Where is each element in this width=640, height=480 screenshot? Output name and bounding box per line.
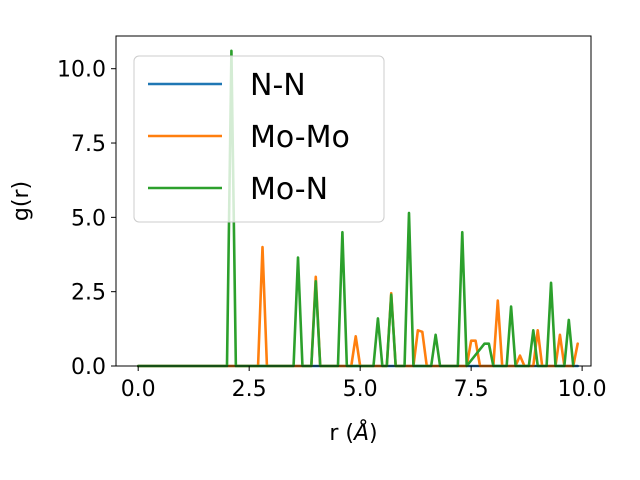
axes-frame [115,35,592,367]
y-tick-label: 5.0 [71,206,106,231]
x-tick-label: 0.0 [121,377,156,402]
y-tick-label: 0.0 [71,355,106,380]
y-axis-label: g(r) [9,181,34,221]
x-tick-label: 10.0 [558,377,607,402]
plot-area [115,35,592,368]
y-tick-label: 2.5 [71,281,106,306]
x-axis-label-unit: Å [352,419,369,446]
x-axis-label: r (Å) [329,419,377,446]
x-tick-label: 5.0 [343,377,378,402]
legend-label-mo-mo: Mo-Mo [250,120,350,155]
legend-box [133,55,385,223]
y-tick-label: 7.5 [71,132,106,157]
x-axis-label-text: r ( [329,421,354,446]
legend: N-N Mo-Mo Mo-N [133,55,385,223]
y-tick-label: 10.0 [57,58,106,83]
x-axis-ticks: 0.0 2.5 5.0 7.5 10.0 [121,366,607,402]
legend-label-mo-n: Mo-N [250,172,328,207]
x-axis-label-close: ) [369,421,378,446]
x-tick-label: 7.5 [454,377,489,402]
x-tick-label: 2.5 [232,377,267,402]
y-axis-ticks: 0.0 2.5 5.0 7.5 10.0 [57,58,116,380]
legend-label-n-n: N-N [250,68,306,103]
